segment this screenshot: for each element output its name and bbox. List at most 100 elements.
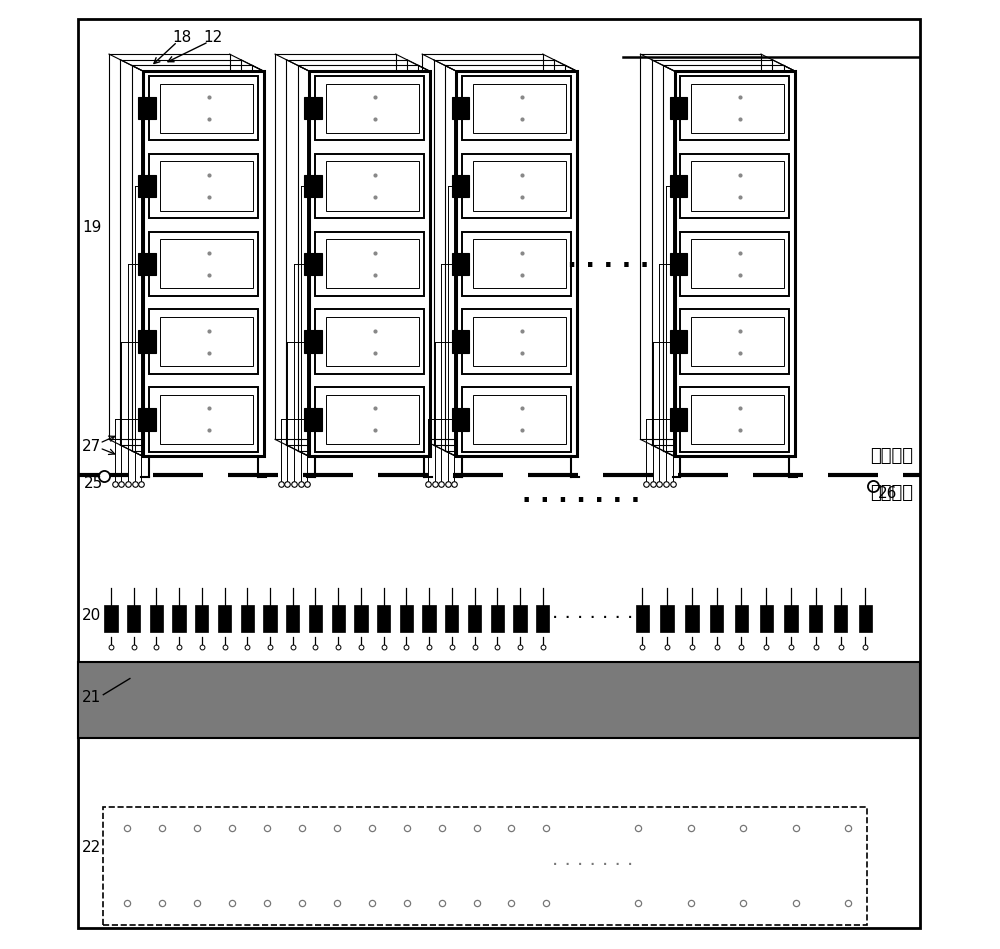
Bar [304,97,322,120]
Bar [304,408,322,431]
Bar [138,330,156,353]
Bar [104,605,118,632]
Bar [452,97,469,120]
Text: 电堆外部: 电堆外部 [870,485,913,502]
Bar [138,97,156,120]
Bar [149,232,258,296]
Bar [760,605,773,632]
Bar [354,605,368,632]
Bar [263,605,277,632]
Bar [315,154,424,218]
Bar [491,605,504,632]
Bar [452,175,469,197]
Text: 电堆内部: 电堆内部 [870,447,913,464]
Bar [660,605,674,632]
Bar [675,71,795,456]
Bar [160,239,253,288]
Bar [143,71,264,456]
Bar [473,239,566,288]
Bar [636,605,649,632]
Bar [473,84,566,133]
Bar [462,387,571,452]
Bar [462,309,571,374]
Bar [680,387,789,452]
Text: · · · · · · · ·: · · · · · · · · [513,253,649,278]
Bar [149,387,258,452]
Bar [473,395,566,444]
Bar [304,252,322,275]
Text: 19: 19 [82,220,102,235]
Bar [462,76,571,140]
Bar [445,605,458,632]
Bar [326,161,419,211]
Bar [160,84,253,133]
Text: 26: 26 [878,486,897,501]
Bar [286,605,299,632]
Bar [149,309,258,374]
Bar [710,605,723,632]
Bar [78,662,920,738]
Bar [784,605,798,632]
Bar [172,605,186,632]
Bar [680,154,789,218]
Bar [78,19,920,928]
Bar [422,605,436,632]
Bar [149,154,258,218]
Bar [377,605,390,632]
Bar [138,408,156,431]
Bar [834,605,847,632]
Bar [680,309,789,374]
Text: · · · · · · ·: · · · · · · · [552,856,633,876]
Bar [218,605,231,632]
Text: 18: 18 [172,30,192,46]
Text: · · · · · · ·: · · · · · · · [522,489,640,513]
Bar [809,605,822,632]
Bar [309,71,430,456]
Bar [468,605,481,632]
Bar [513,605,527,632]
Bar [149,76,258,140]
Bar [326,84,419,133]
Bar [326,317,419,366]
Bar [326,239,419,288]
Bar [138,252,156,275]
Bar [160,317,253,366]
Text: 12: 12 [204,30,223,46]
Bar [462,232,571,296]
Text: 25: 25 [84,476,103,492]
Bar [315,387,424,452]
Bar [473,317,566,366]
Bar [670,97,687,120]
Bar [150,605,163,632]
Bar [456,71,577,456]
Bar [691,84,784,133]
Bar [452,330,469,353]
Bar [859,605,872,632]
Bar [691,239,784,288]
Bar [452,252,469,275]
Bar [680,232,789,296]
Bar [670,252,687,275]
Bar [670,175,687,197]
Bar [685,605,699,632]
Bar [691,317,784,366]
Bar [103,807,867,925]
Bar [138,175,156,197]
Bar [680,76,789,140]
Bar [241,605,254,632]
Bar [326,395,419,444]
Bar [160,161,253,211]
Bar [304,330,322,353]
Bar [315,232,424,296]
Bar [670,330,687,353]
Bar [304,175,322,197]
Bar [315,309,424,374]
Bar [332,605,345,632]
Bar [127,605,140,632]
Bar [400,605,413,632]
Bar [452,408,469,431]
Bar [670,408,687,431]
Text: 21: 21 [82,690,102,705]
Bar [195,605,208,632]
Bar [691,395,784,444]
